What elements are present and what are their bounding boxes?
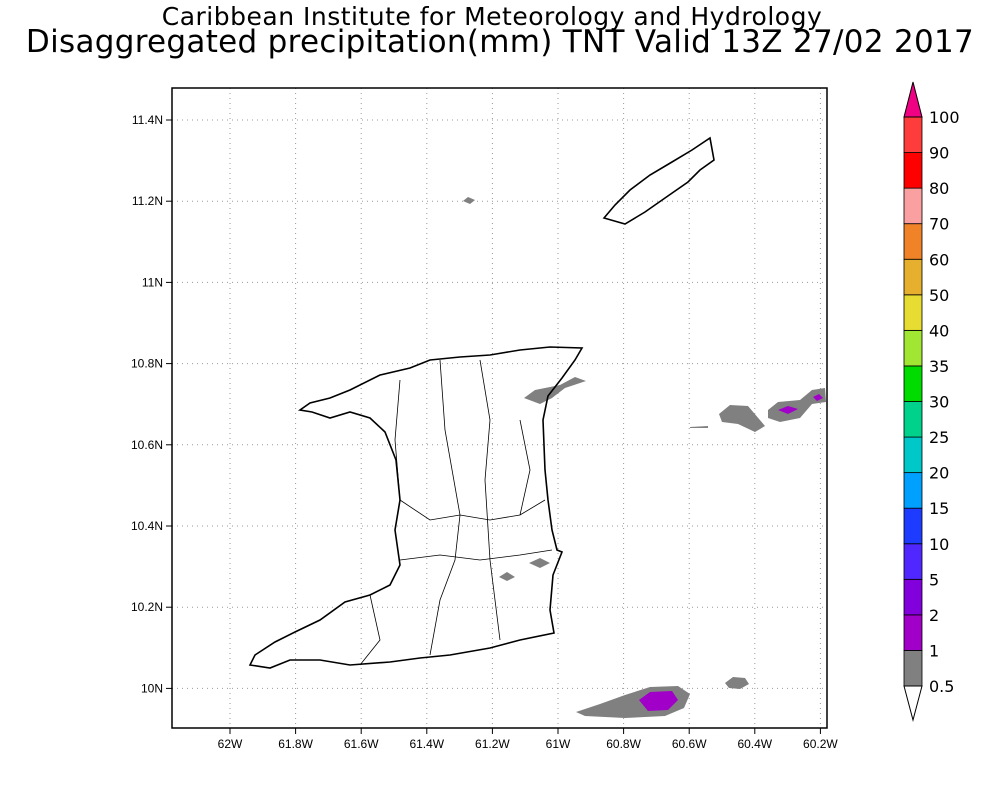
colorbar-swatch	[903, 543, 923, 580]
county-boundaries	[479, 359, 501, 641]
colorbar-over-arrow	[903, 81, 923, 118]
colorbar-swatch	[903, 187, 923, 225]
x-tick-label: 61.2W	[475, 737, 510, 751]
colorbar-label: 70	[929, 215, 949, 234]
precip-area	[690, 426, 708, 428]
colorbar-label: 80	[929, 179, 949, 198]
map-frame	[171, 87, 828, 729]
x-tick-label: 60.8W	[606, 737, 641, 751]
colorbar-label: 35	[929, 357, 949, 376]
y-tick-label: 11N	[142, 275, 163, 289]
colorbar-swatch	[903, 152, 923, 189]
colorbar-swatch	[903, 614, 923, 651]
x-tick-label: 61W	[546, 737, 571, 751]
precip-area	[463, 197, 475, 204]
colorbar-swatch	[903, 258, 923, 296]
precip-area	[529, 558, 550, 568]
colorbar-label: 50	[929, 286, 949, 305]
x-tick-label: 60.4W	[737, 737, 772, 751]
colorbar-swatch	[903, 650, 923, 687]
grid-lines	[172, 88, 827, 728]
colorbar-label: 100	[929, 108, 960, 127]
colorbar-label: 30	[929, 393, 949, 412]
county-boundaries	[429, 359, 461, 656]
precip-area	[639, 691, 678, 711]
colorbar-label: 2	[929, 606, 939, 625]
colorbar-swatch	[903, 401, 923, 438]
y-tick-label: 11.2N	[132, 194, 163, 208]
colorbar-swatch	[903, 223, 923, 260]
tobago-outline	[602, 136, 715, 225]
precip-areas	[463, 197, 826, 718]
colorbar-label: 0.5	[929, 677, 954, 696]
coastlines	[248, 136, 715, 669]
x-axis-ticks: 62W 61.8W 61.6W 61.4W 61.2W 61W 60.8W 60.6W 60.4…	[218, 728, 838, 751]
institute-title: Caribbean Institute for Meteorology and …	[161, 2, 823, 31]
colorbar-swatch	[903, 472, 923, 509]
x-tick-label: 61.4W	[409, 737, 444, 751]
precip-area	[778, 406, 798, 414]
colorbar-swatch	[903, 436, 923, 474]
y-tick-label: 10.6N	[131, 438, 163, 452]
map-title: Disaggregated precipitation(mm) TNT Vali…	[25, 24, 975, 60]
precip-area	[719, 405, 765, 432]
y-tick-label: 11.4N	[132, 113, 163, 127]
colorbar-label: 15	[929, 499, 949, 518]
y-tick-label: 10.2N	[131, 600, 163, 614]
x-tick-label: 61.6W	[344, 737, 379, 751]
precip-area	[499, 572, 515, 581]
colorbar-swatch	[903, 116, 923, 153]
colorbar-label: 40	[929, 321, 949, 340]
y-tick-label: 10N	[141, 681, 163, 695]
y-tick-label: 10.8N	[131, 357, 163, 371]
colorbar-swatch	[903, 294, 923, 331]
colorbar-label: 1	[929, 641, 939, 660]
county-boundaries	[359, 594, 381, 666]
precip-area	[768, 388, 826, 422]
county-boundaries	[394, 379, 546, 521]
precip-area	[813, 394, 823, 401]
x-tick-label: 62W	[218, 737, 243, 751]
colorbar-swatch	[903, 329, 923, 367]
county-boundaries	[519, 419, 531, 516]
y-axis-ticks: 11.4N 11.2N 11N 10.8N 10.6N 10.4N 10.2N 10N	[131, 113, 172, 695]
colorbar-label: 10	[929, 535, 949, 554]
colorbar-swatch	[903, 578, 923, 616]
colorbar-label: 20	[929, 464, 949, 483]
x-tick-label: 61.8W	[278, 737, 313, 751]
trinidad-outline	[248, 346, 584, 669]
colorbar-label: 5	[929, 570, 939, 589]
y-tick-label: 10.4N	[131, 519, 163, 533]
precip-area	[524, 377, 586, 404]
colorbar-swatch	[903, 365, 923, 402]
colorbar-label: 60	[929, 250, 949, 269]
county-boundaries	[399, 549, 553, 561]
x-tick-label: 60.6W	[672, 737, 707, 751]
colorbar-label: 25	[929, 428, 949, 447]
colorbar-swatch	[903, 507, 923, 545]
precip-area	[725, 677, 749, 689]
colorbar-under-arrow	[903, 685, 923, 722]
colorbar-label: 90	[929, 144, 949, 163]
x-tick-label: 60.2W	[803, 737, 838, 751]
